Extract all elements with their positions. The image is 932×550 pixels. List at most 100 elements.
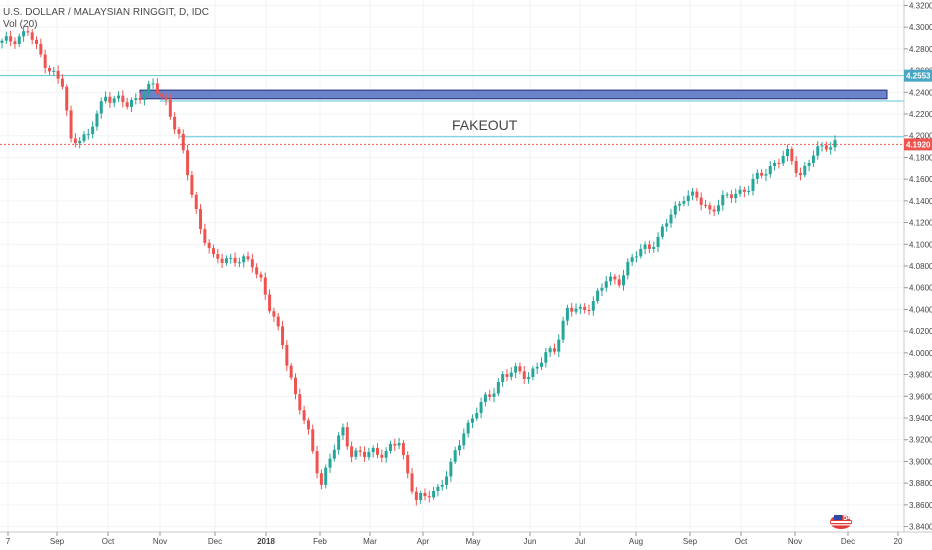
candle: [142, 90, 146, 106]
candle: [250, 253, 254, 273]
candle: [397, 437, 401, 450]
time-tick-label: 7: [6, 537, 11, 546]
price-badge-bg: [904, 138, 932, 151]
time-tick-label: Dec: [841, 537, 855, 546]
candle: [729, 189, 733, 203]
candle: [712, 205, 716, 217]
candle: [691, 188, 695, 201]
candle: [479, 397, 483, 419]
candle: [617, 274, 621, 288]
candle: [574, 303, 578, 315]
candle: [505, 369, 509, 382]
candle: [190, 170, 194, 199]
candle: [475, 407, 479, 421]
candle: [160, 90, 164, 101]
candle: [725, 192, 729, 199]
price-tick-label: 3.8400: [909, 523, 932, 532]
candle: [483, 392, 487, 407]
candle: [255, 263, 259, 279]
price-tick-label: 4.3200: [909, 1, 932, 10]
candle: [298, 388, 302, 415]
candle: [39, 38, 43, 58]
candle: [78, 136, 82, 149]
price-badges: 4.2553 4.1920: [904, 69, 932, 151]
candle: [548, 345, 552, 358]
candle: [816, 141, 820, 160]
candle: [259, 271, 263, 282]
price-tick-label: 3.9800: [909, 371, 932, 380]
candle: [246, 251, 250, 262]
candle: [43, 49, 47, 74]
candle: [17, 33, 21, 47]
candle: [656, 232, 660, 253]
candle: [470, 414, 474, 429]
time-tick-label: Sep: [50, 537, 65, 546]
candle: [578, 303, 582, 315]
tradingview-flag-icon[interactable]: 543: [830, 513, 857, 529]
price-badge-bg: [904, 69, 932, 82]
candle: [522, 366, 526, 384]
time-tick-label: Apr: [417, 537, 430, 546]
time-tick-label: Nov: [153, 537, 167, 546]
candle: [665, 218, 669, 232]
candle: [134, 93, 138, 105]
candle: [716, 199, 720, 215]
candle: [13, 37, 17, 49]
candle: [155, 78, 159, 99]
candle: [630, 253, 634, 266]
price-tick-label: 4.1800: [909, 153, 932, 162]
candle: [639, 243, 643, 259]
candle: [561, 316, 565, 344]
time-axis[interactable]: 7 Sep Oct Nov Dec 2018 Feb Mar Apr May Jun Jul Aug Se…: [6, 532, 903, 546]
price-tick-label: 3.8600: [909, 501, 932, 510]
candle: [518, 362, 522, 375]
candle: [211, 244, 215, 258]
candle: [341, 423, 345, 441]
candle: [168, 94, 172, 120]
price-tick-label: 4.0600: [909, 284, 932, 293]
candle: [803, 162, 807, 178]
candle: [565, 304, 569, 326]
candle: [186, 144, 190, 181]
price-tick-label: 4.2400: [909, 88, 932, 97]
candle: [363, 446, 367, 462]
candle: [811, 150, 815, 168]
time-tick-label: Jul: [575, 537, 585, 546]
supply-zone[interactable]: [139, 89, 888, 100]
candle: [678, 201, 682, 211]
candle: [371, 445, 375, 458]
candle: [268, 289, 272, 314]
candle: [354, 447, 358, 460]
candle: [643, 241, 647, 255]
candle: [419, 490, 423, 504]
candle: [82, 131, 86, 144]
candle: [26, 25, 30, 36]
candle: [699, 192, 703, 211]
time-tick-label: Feb: [313, 537, 327, 546]
candle: [432, 486, 436, 500]
candle: [488, 389, 492, 401]
price-tick-label: 4.1400: [909, 197, 932, 206]
candle: [173, 112, 177, 135]
candle: [95, 110, 99, 131]
candle: [794, 156, 798, 178]
time-tick-label: Oct: [102, 537, 115, 546]
price-tick-label: 3.9400: [909, 414, 932, 423]
candle: [117, 91, 121, 103]
volume-indicator-label[interactable]: Vol (20): [3, 19, 38, 30]
candle: [121, 90, 125, 108]
candle: [807, 159, 811, 172]
candle: [833, 135, 837, 152]
candle: [285, 340, 289, 371]
candle: [660, 224, 664, 240]
candle: [531, 365, 535, 381]
candle: [622, 269, 626, 291]
candle: [9, 30, 13, 47]
time-tick-label: Oct: [735, 537, 748, 546]
price-tick-label: 4.1000: [909, 240, 932, 249]
candle: [781, 150, 785, 166]
candle: [738, 185, 742, 197]
candle: [527, 372, 531, 384]
price-tick-label: 4.2000: [909, 132, 932, 141]
